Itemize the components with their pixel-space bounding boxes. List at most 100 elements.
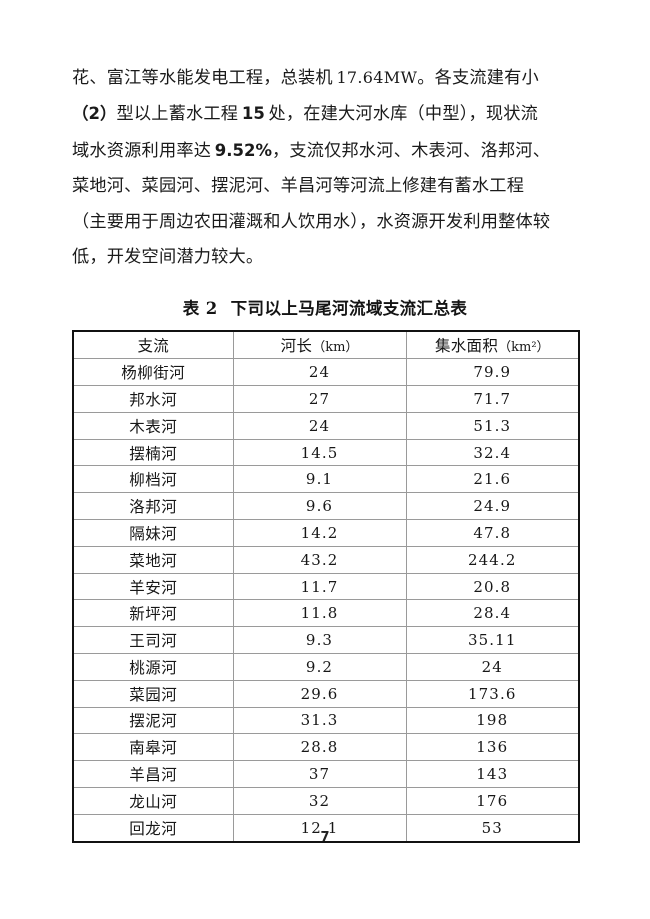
column-header-length: 河长（km） xyxy=(232,331,407,360)
table-row: 羊昌河 37 143 xyxy=(73,760,579,788)
cell-area-km2: 20.8 xyxy=(405,572,579,601)
cell-length-km: 24 xyxy=(232,358,407,387)
cell-length-km: 14.2 xyxy=(232,519,407,547)
table-row: 新坪河 11.8 28.4 xyxy=(73,599,579,628)
cell-area-km2: 79.9 xyxy=(405,358,579,387)
cell-tributary-name: 王司河 xyxy=(73,626,234,654)
cell-area-km2: 136 xyxy=(405,733,579,762)
column-header-length-unit: （km） xyxy=(312,340,359,356)
cell-tributary-name: 菜园河 xyxy=(73,679,234,708)
cell-length-km: 28.8 xyxy=(232,733,407,762)
column-header-tributary-label: 支流 xyxy=(137,337,170,356)
table-row: 木表河 24 51.3 xyxy=(73,411,579,440)
cell-area-km2: 143 xyxy=(405,760,579,788)
cell-area-km2: 51.3 xyxy=(405,411,579,440)
table-caption-title: 下司以上马尾河流域支流汇总表 xyxy=(230,299,468,319)
cell-tributary-name: 菜地河 xyxy=(73,545,234,574)
cell-area-km2: 47.8 xyxy=(405,519,579,547)
cell-length-km: 29.6 xyxy=(232,679,407,708)
paragraph-line-2: （2）型以上蓄水工程 15 处，在建大河水库（中型），现状流 xyxy=(72,104,539,125)
table-body: 杨柳街河 24 79.9 邦水河 27 71.7 木表河 24 51.3 摆楠河 14.5 32.4 柳… xyxy=(73,358,579,842)
cell-area-km2: 21.6 xyxy=(405,465,579,494)
body-paragraph: 花、富江等水能发电工程，总装机 17.64MW。各支流建有小 （2）型以上蓄水工… xyxy=(72,60,578,275)
paragraph-line-6: 低，开发空间潜力较大。 xyxy=(72,247,264,268)
cell-area-km2: 35.11 xyxy=(405,626,579,654)
column-header-area-label: 集水面积 xyxy=(434,337,499,356)
column-header-area-unit: （km²） xyxy=(498,340,550,356)
cell-tributary-name: 摆泥河 xyxy=(73,706,234,735)
cell-length-km: 31.3 xyxy=(232,706,407,735)
column-header-length-label: 河长 xyxy=(280,337,313,356)
table-row: 邦水河 27 71.7 xyxy=(73,385,579,413)
cell-area-km2: 32.4 xyxy=(405,438,579,467)
table-row: 摆楠河 14.5 32.4 xyxy=(73,438,579,467)
cell-length-km: 9.2 xyxy=(232,653,407,681)
page-content: 花、富江等水能发电工程，总装机 17.64MW。各支流建有小 （2）型以上蓄水工… xyxy=(72,60,580,843)
cell-length-km: 14.5 xyxy=(232,438,407,467)
table-row: 龙山河 32 176 xyxy=(73,786,579,815)
installed-capacity-value: 17.64MW xyxy=(336,68,418,87)
cell-length-km: 9.6 xyxy=(232,492,407,521)
cell-tributary-name: 南皋河 xyxy=(73,733,234,762)
cell-length-km: 24 xyxy=(232,411,407,440)
table-caption-label: 表 2 xyxy=(182,299,218,319)
cell-tributary-name: 新坪河 xyxy=(73,599,234,628)
paragraph-line-1: 花、富江等水能发电工程，总装机 17.64MW。各支流建有小 xyxy=(72,68,539,88)
paragraph-line-5: （主要用于周边农田灌溉和人饮用水），水资源开发利用整体较 xyxy=(72,211,551,232)
cell-tributary-name: 回龙河 xyxy=(73,813,234,842)
cell-length-km: 9.3 xyxy=(232,626,407,654)
table-row: 王司河 9.3 35.11 xyxy=(73,626,579,654)
reservoir-type-value: （2） xyxy=(72,104,117,124)
cell-length-km: 11.8 xyxy=(232,599,407,628)
tributary-summary-table: 支流 河长（km） 集水面积（km²） 杨柳街河 24 79.9 邦水河 27 71.7 木… xyxy=(72,330,580,843)
cell-tributary-name: 桃源河 xyxy=(73,653,234,681)
table-row: 回龙河 12.1 53 xyxy=(73,813,579,842)
cell-tributary-name: 羊安河 xyxy=(73,572,234,601)
cell-tributary-name: 羊昌河 xyxy=(73,760,234,788)
cell-length-km: 12.1 xyxy=(232,813,407,842)
table-row: 摆泥河 31.3 198 xyxy=(73,706,579,735)
page-number: 7 xyxy=(320,830,330,845)
table-row: 隔妹河 14.2 47.8 xyxy=(73,519,579,547)
cell-area-km2: 71.7 xyxy=(405,385,579,413)
cell-area-km2: 53 xyxy=(405,813,579,842)
reservoir-count-value: 15 xyxy=(241,104,265,124)
table-row: 桃源河 9.2 24 xyxy=(73,653,579,681)
cell-area-km2: 198 xyxy=(405,706,579,735)
paragraph-line-4: 菜地河、菜园河、摆泥河、羊昌河等河流上修建有蓄水工程 xyxy=(72,176,525,197)
cell-length-km: 37 xyxy=(232,760,407,788)
cell-tributary-name: 洛邦河 xyxy=(73,492,234,521)
table-row: 柳档河 9.1 21.6 xyxy=(73,465,579,494)
cell-area-km2: 24.9 xyxy=(405,492,579,521)
cell-length-km: 27 xyxy=(232,385,407,413)
cell-area-km2: 176 xyxy=(405,786,579,815)
cell-length-km: 43.2 xyxy=(232,545,407,574)
column-header-area: 集水面积（km²） xyxy=(405,331,579,360)
table-row: 杨柳街河 24 79.9 xyxy=(73,358,579,387)
cell-tributary-name: 摆楠河 xyxy=(73,438,234,467)
cell-tributary-name: 邦水河 xyxy=(73,385,234,413)
cell-length-km: 32 xyxy=(232,786,407,815)
cell-length-km: 9.1 xyxy=(232,465,407,494)
table-row: 羊安河 11.7 20.8 xyxy=(73,572,579,601)
table-row: 南皋河 28.8 136 xyxy=(73,733,579,762)
cell-tributary-name: 柳档河 xyxy=(73,465,234,494)
cell-tributary-name: 杨柳街河 xyxy=(73,358,234,387)
utilization-rate-value: 9.52% xyxy=(214,140,272,160)
cell-area-km2: 173.6 xyxy=(405,679,579,708)
table-header-row: 支流 河长（km） 集水面积（km²） xyxy=(73,331,579,360)
table-row: 菜园河 29.6 173.6 xyxy=(73,679,579,708)
cell-length-km: 11.7 xyxy=(232,572,407,601)
table-row: 洛邦河 9.6 24.9 xyxy=(73,492,579,521)
table-row: 菜地河 43.2 244.2 xyxy=(73,545,579,574)
cell-area-km2: 28.4 xyxy=(405,599,579,628)
table-caption: 表 2 下司以上马尾河流域支流汇总表 xyxy=(72,295,578,319)
cell-area-km2: 24 xyxy=(405,653,579,681)
cell-tributary-name: 木表河 xyxy=(73,411,234,440)
cell-area-km2: 244.2 xyxy=(405,545,579,574)
column-header-tributary: 支流 xyxy=(73,331,234,360)
cell-tributary-name: 隔妹河 xyxy=(73,519,234,547)
cell-tributary-name: 龙山河 xyxy=(73,786,234,815)
paragraph-line-3: 域水资源利用率达 9.52%，支流仅邦水河、木表河、洛邦河、 xyxy=(72,140,551,161)
